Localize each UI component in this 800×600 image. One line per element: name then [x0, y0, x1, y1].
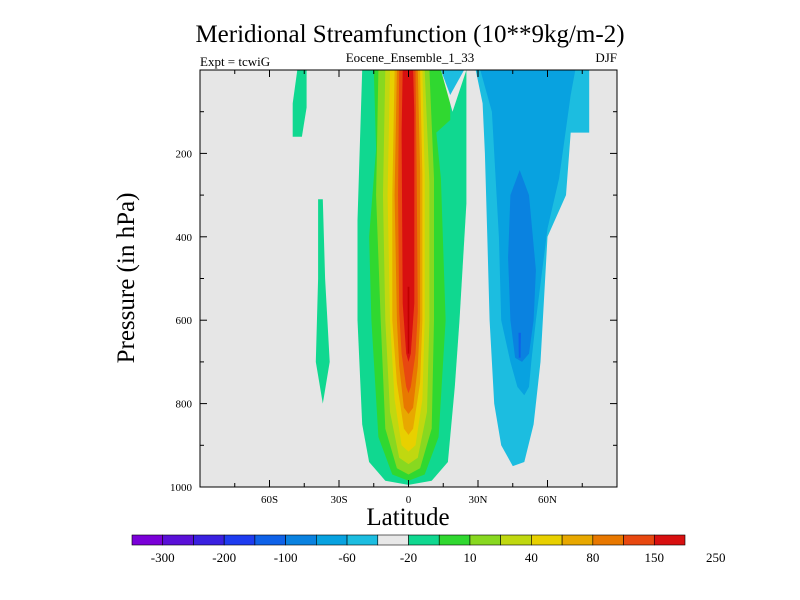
contour-region-11	[401, 70, 415, 362]
chart-title: Meridional Streamfunction (10**9kg/m-2)	[195, 21, 624, 48]
colorbar-label-8: 150	[645, 550, 665, 565]
colorbar-swatch-11	[469, 534, 501, 546]
colorbar-swatch-16	[623, 534, 655, 546]
colorbar-label-0: -300	[151, 550, 175, 565]
contour-region-12	[407, 286, 410, 354]
colorbar-swatch-9	[408, 534, 440, 546]
colorbar-label-2: -100	[274, 550, 298, 565]
contour-region-0	[292, 70, 307, 137]
y-tick-label-1: 400	[176, 232, 193, 244]
x-tick-label-4: 60N	[538, 494, 557, 506]
x-tick-label-2: 0	[406, 494, 412, 506]
colorbar-label-1: -200	[212, 550, 236, 565]
y-tick-label-3: 800	[176, 399, 193, 411]
colorbar-label-6: 40	[525, 550, 538, 565]
axes: 60S 30S 0 30N 60N 200 400 600 800 1000	[170, 70, 617, 506]
colorbar-label-3: -60	[338, 550, 355, 565]
colorbar-swatch-5	[285, 534, 317, 546]
colorbar-swatch-13	[531, 534, 563, 546]
colorbar: -300 -200 -100 -60 -20 10 40 80 150 250	[131, 534, 726, 565]
y-tick-label-0: 200	[176, 148, 193, 160]
colorbar-label-7: 80	[586, 550, 599, 565]
contour-fills	[292, 70, 590, 485]
season-label: DJF	[595, 50, 617, 65]
plot-frame	[199, 69, 618, 488]
colorbar-swatch-14	[561, 534, 594, 546]
colorbar-swatch-1	[162, 534, 194, 546]
colorbar-swatch-6	[316, 534, 348, 546]
y-tick-label-2: 600	[176, 315, 193, 327]
colorbar-swatch-7	[346, 534, 379, 546]
x-tick-label-1: 30S	[330, 494, 347, 506]
colorbar-label-4: -20	[400, 550, 417, 565]
colorbar-swatch-0	[131, 534, 164, 546]
y-tick-label-4: 1000	[170, 482, 193, 494]
experiment-label: Expt = tcwiG	[200, 54, 270, 69]
contour-region-14	[440, 70, 465, 95]
contour-region-1	[315, 199, 330, 404]
y-axis-label: Pressure (in hPa)	[113, 193, 140, 364]
colorbar-swatch-8	[377, 534, 409, 546]
colorbar-swatch-3	[223, 534, 256, 546]
colorbar-swatch-10	[438, 534, 471, 546]
contour-region-18	[518, 332, 521, 358]
colorbar-swatch-2	[193, 534, 225, 546]
x-axis-label: Latitude	[366, 504, 449, 531]
colorbar-swatch-4	[254, 534, 286, 546]
x-tick-label-3: 30N	[469, 494, 488, 506]
contour-region-17	[508, 170, 536, 362]
x-tick-label-0: 60S	[261, 494, 278, 506]
colorbar-swatch-12	[500, 534, 532, 546]
colorbar-label-9: 250	[706, 550, 726, 565]
chart-subtitle: Eocene_Ensemble_1_33	[346, 50, 475, 65]
colorbar-swatch-17	[653, 534, 686, 546]
colorbar-label-5: 10	[463, 550, 476, 565]
colorbar-swatch-15	[592, 534, 624, 546]
